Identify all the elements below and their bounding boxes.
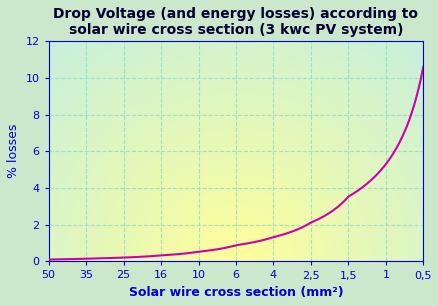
X-axis label: Solar wire cross section (mm²): Solar wire cross section (mm²) bbox=[128, 286, 343, 299]
Title: Drop Voltage (and energy losses) according to
solar wire cross section (3 kwc PV: Drop Voltage (and energy losses) accordi… bbox=[53, 7, 417, 37]
Y-axis label: % losses: % losses bbox=[7, 124, 20, 178]
